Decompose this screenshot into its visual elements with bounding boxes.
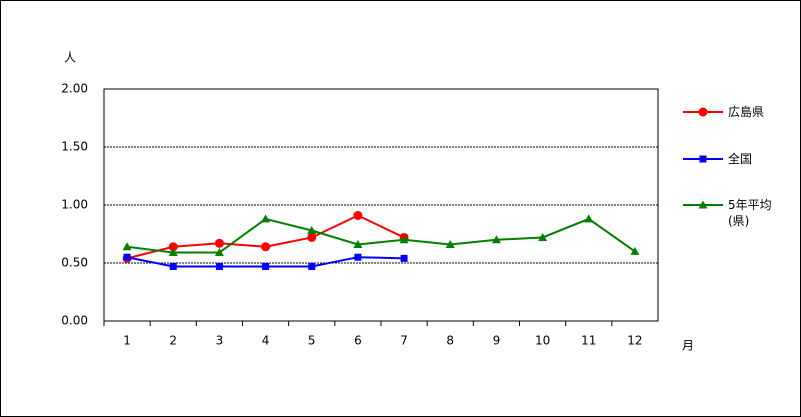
data-point xyxy=(214,248,224,257)
data-point xyxy=(122,242,132,251)
data-point xyxy=(353,210,363,220)
data-point xyxy=(353,239,363,248)
x-tick-label: 11 xyxy=(581,334,596,348)
data-point xyxy=(261,242,271,252)
x-tick-label: 7 xyxy=(400,334,408,348)
data-point xyxy=(354,253,362,261)
x-tick-label: 2 xyxy=(169,334,177,348)
y-tick-label: 0.50 xyxy=(61,256,88,270)
x-tick-label: 12 xyxy=(627,334,642,348)
data-point xyxy=(445,239,455,248)
x-tick-label: 6 xyxy=(354,334,362,348)
data-point xyxy=(168,242,178,252)
legend-marker xyxy=(698,107,708,117)
x-tick-label: 5 xyxy=(308,334,316,348)
data-point xyxy=(399,235,409,244)
legend-label: 5年平均(県) xyxy=(728,198,772,228)
data-point xyxy=(538,232,548,241)
data-point xyxy=(307,226,317,235)
data-point xyxy=(630,246,640,255)
data-point xyxy=(262,262,270,270)
x-tick-label: 9 xyxy=(493,334,501,348)
data-point xyxy=(584,214,594,223)
y-tick-label: 1.00 xyxy=(61,198,88,212)
data-point xyxy=(491,235,501,244)
data-point xyxy=(307,232,317,242)
x-axis-label: 月 xyxy=(682,339,694,353)
series-line xyxy=(126,217,636,254)
data-point xyxy=(214,238,224,248)
x-tick-label: 8 xyxy=(446,334,454,348)
y-tick-label: 1.50 xyxy=(61,140,88,154)
y-tick-label: 0.00 xyxy=(61,314,88,328)
data-point xyxy=(400,254,408,262)
data-point xyxy=(308,262,316,270)
y-axis-label: 人 xyxy=(64,51,76,65)
legend-label: 広島県 xyxy=(728,105,765,119)
data-point xyxy=(169,262,177,270)
legend-marker xyxy=(699,155,707,163)
x-tick-label: 1 xyxy=(123,334,131,348)
legend-label: 全国 xyxy=(728,152,753,166)
x-tick-label: 3 xyxy=(216,334,224,348)
y-tick-label: 2.00 xyxy=(61,82,88,96)
data-point xyxy=(123,253,131,261)
x-tick-label: 10 xyxy=(535,334,550,348)
data-point xyxy=(168,248,178,257)
x-tick-label: 4 xyxy=(262,334,270,348)
legend-marker xyxy=(698,200,708,209)
data-point xyxy=(261,214,271,223)
data-point xyxy=(215,262,223,270)
